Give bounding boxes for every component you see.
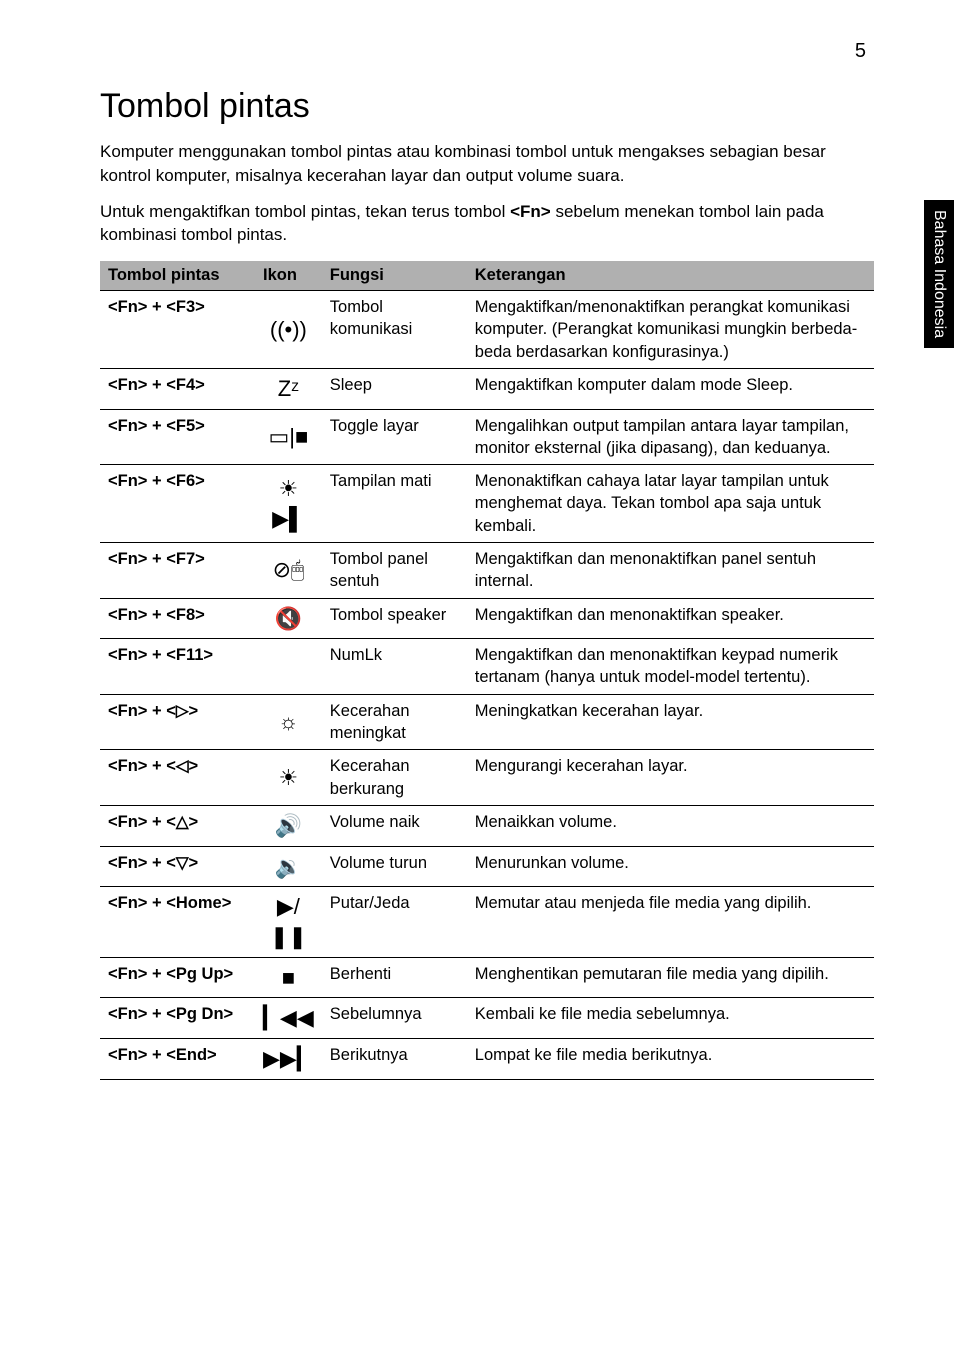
wireless-icon: ((•)) (255, 291, 322, 369)
table-row: <Fn> + <◁>☀Kecerahan berkurangMengurangi… (100, 750, 874, 806)
numlk-icon (255, 639, 322, 695)
hotkey-function: Berikutnya (322, 1038, 467, 1079)
header-fn: Fungsi (322, 261, 467, 291)
table-row: <Fn> + <Pg Up>■BerhentiMenghentikan pemu… (100, 957, 874, 998)
hotkey-function: Putar/Jeda (322, 887, 467, 957)
hotkeys-table: Tombol pintas Ikon Fungsi Keterangan <Fn… (100, 261, 874, 1079)
hotkey-combo: <Fn> + <Home> (100, 887, 255, 957)
sleep-icon: Zᶻ (255, 368, 322, 409)
language-side-tab: Bahasa Indonesia (924, 200, 954, 348)
touchpad-icon: ⊘🖱 (255, 543, 322, 599)
hotkey-combo: <Fn> + <End> (100, 1038, 255, 1079)
hotkey-combo: <Fn> + <F6> (100, 465, 255, 543)
volume-up-icon: 🔊 (255, 805, 322, 846)
speaker-mute-icon: 🔇 (255, 598, 322, 639)
hotkey-function: Sleep (322, 368, 467, 409)
hotkey-description: Mengaktifkan komputer dalam mode Sleep. (467, 368, 874, 409)
hotkey-description: Menonaktifkan cahaya latar layar tampila… (467, 465, 874, 543)
hotkey-function: Sebelumnya (322, 998, 467, 1039)
hotkey-description: Mengurangi kecerahan layar. (467, 750, 874, 806)
hotkey-combo: <Fn> + <▷> (100, 694, 255, 750)
hotkey-description: Memutar atau menjeda file media yang dip… (467, 887, 874, 957)
table-row: <Fn> + <F8>🔇Tombol speakerMengaktifkan d… (100, 598, 874, 639)
table-header-row: Tombol pintas Ikon Fungsi Keterangan (100, 261, 874, 291)
hotkey-function: Toggle layar (322, 409, 467, 465)
table-row: <Fn> + <▷>☼Kecerahan meningkatMeningkatk… (100, 694, 874, 750)
table-row: <Fn> + <△>🔊Volume naikMenaikkan volume. (100, 805, 874, 846)
hotkey-combo: <Fn> + <F8> (100, 598, 255, 639)
hotkey-description: Menghentikan pemutaran file media yang d… (467, 957, 874, 998)
table-row: <Fn> + <End>▶▶▎BerikutnyaLompat ke file … (100, 1038, 874, 1079)
table-row: <Fn> + <Pg Dn>▎◀◀SebelumnyaKembali ke fi… (100, 998, 874, 1039)
hotkey-function: Tombol speaker (322, 598, 467, 639)
hotkey-description: Mengaktifkan dan menonaktifkan panel sen… (467, 543, 874, 599)
hotkey-function: Tombol komunikasi (322, 291, 467, 369)
table-row: <Fn> + <▽>🔉Volume turunMenurunkan volume… (100, 846, 874, 887)
table-row: <Fn> + <F7>⊘🖱Tombol panel sentuhMengakti… (100, 543, 874, 599)
hotkey-function: Volume turun (322, 846, 467, 887)
table-row: <Fn> + <F5>▭|■Toggle layarMengalihkan ou… (100, 409, 874, 465)
hotkey-function: Berhenti (322, 957, 467, 998)
hotkey-description: Mengaktifkan dan menonaktifkan speaker. (467, 598, 874, 639)
table-row: <Fn> + <F6>☀▶▌Tampilan matiMenonaktifkan… (100, 465, 874, 543)
hotkey-description: Menurunkan volume. (467, 846, 874, 887)
hotkey-combo: <Fn> + <Pg Up> (100, 957, 255, 998)
table-row: <Fn> + <F4>ZᶻSleepMengaktifkan komputer … (100, 368, 874, 409)
header-icon: Ikon (255, 261, 322, 291)
hotkey-description: Meningkatkan kecerahan layar. (467, 694, 874, 750)
header-desc: Keterangan (467, 261, 874, 291)
page-title: Tombol pintas (100, 87, 874, 126)
hotkey-combo: <Fn> + <F3> (100, 291, 255, 369)
hotkey-combo: <Fn> + <F7> (100, 543, 255, 599)
hotkey-function: Kecerahan meningkat (322, 694, 467, 750)
hotkey-description: Menaikkan volume. (467, 805, 874, 846)
intro-2-key: <Fn> (510, 202, 551, 221)
hotkey-combo: <Fn> + <▽> (100, 846, 255, 887)
page-number: 5 (100, 40, 874, 63)
stop-icon: ■ (255, 957, 322, 998)
hotkey-description: Lompat ke file media berikutnya. (467, 1038, 874, 1079)
hotkey-function: Volume naik (322, 805, 467, 846)
hotkey-combo: <Fn> + <◁> (100, 750, 255, 806)
intro-paragraph-1: Komputer menggunakan tombol pintas atau … (100, 140, 874, 188)
hotkey-description: Mengalihkan output tampilan antara layar… (467, 409, 874, 465)
hotkey-description: Kembali ke file media sebelumnya. (467, 998, 874, 1039)
table-row: <Fn> + <Home>▶/❚❚Putar/JedaMemutar atau … (100, 887, 874, 957)
hotkey-function: Tombol panel sentuh (322, 543, 467, 599)
display-toggle-icon: ▭|■ (255, 409, 322, 465)
display-off-icon: ☀▶▌ (255, 465, 322, 543)
hotkey-combo: <Fn> + <Pg Dn> (100, 998, 255, 1039)
hotkey-combo: <Fn> + <F4> (100, 368, 255, 409)
intro-2a-text: Untuk mengaktifkan tombol pintas, tekan … (100, 202, 510, 221)
next-icon: ▶▶▎ (255, 1038, 322, 1079)
table-row: <Fn> + <F11> NumLkMengaktifkan dan menona… (100, 639, 874, 695)
hotkey-description: Mengaktifkan/menonaktifkan perangkat kom… (467, 291, 874, 369)
previous-icon: ▎◀◀ (255, 998, 322, 1039)
play-pause-icon: ▶/❚❚ (255, 887, 322, 957)
hotkey-function: Kecerahan berkurang (322, 750, 467, 806)
brightness-down-icon: ☀ (255, 750, 322, 806)
table-row: <Fn> + <F3>((•))Tombol komunikasiMengakt… (100, 291, 874, 369)
hotkey-function: Tampilan mati (322, 465, 467, 543)
hotkey-combo: <Fn> + <F5> (100, 409, 255, 465)
intro-paragraph-2: Untuk mengaktifkan tombol pintas, tekan … (100, 200, 874, 248)
volume-down-icon: 🔉 (255, 846, 322, 887)
header-key: Tombol pintas (100, 261, 255, 291)
brightness-up-icon: ☼ (255, 694, 322, 750)
hotkey-function: NumLk (322, 639, 467, 695)
hotkey-description: Mengaktifkan dan menonaktifkan keypad nu… (467, 639, 874, 695)
hotkey-combo: <Fn> + <F11> (100, 639, 255, 695)
hotkey-combo: <Fn> + <△> (100, 805, 255, 846)
